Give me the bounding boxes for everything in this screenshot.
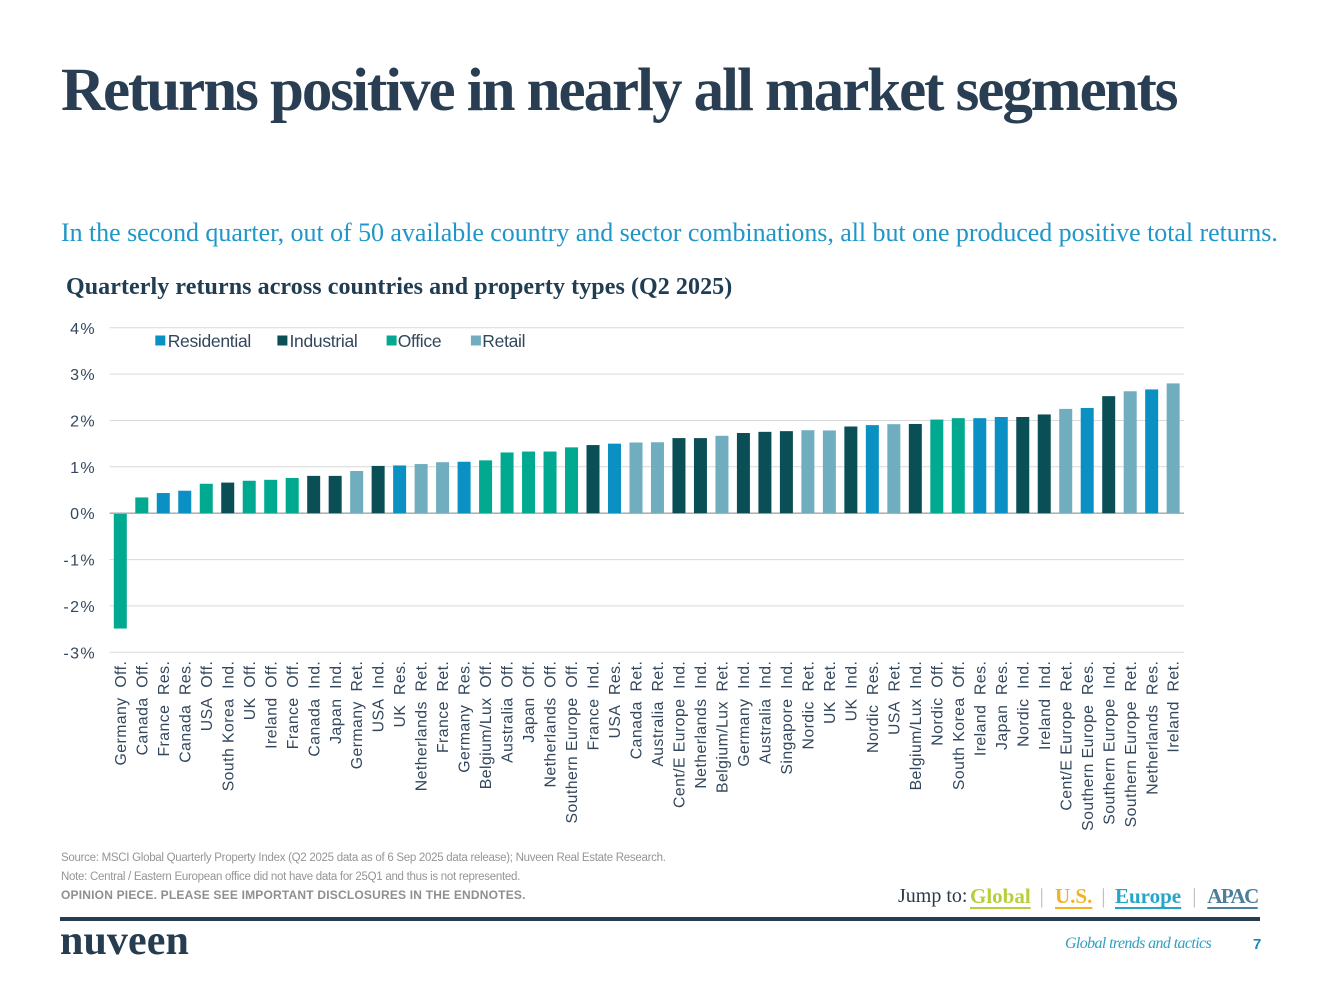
svg-text:Netherlands Ret.: Netherlands Ret. (414, 661, 431, 792)
svg-text:Germany Ind.: Germany Ind. (736, 661, 753, 767)
svg-text:France Ind.: France Ind. (586, 661, 603, 751)
svg-text:Retail: Retail (482, 331, 525, 351)
svg-text:Belgium/Lux Ret.: Belgium/Lux Ret. (715, 661, 732, 793)
svg-text:Germany Ret.: Germany Ret. (349, 661, 366, 770)
svg-text:Canada Ind.: Canada Ind. (306, 661, 323, 757)
svg-text:Japan Off.: Japan Off. (521, 661, 538, 743)
svg-text:Singapore Ind.: Singapore Ind. (779, 661, 796, 775)
svg-text:Southern Europe Res.: Southern Europe Res. (1080, 661, 1097, 831)
svg-text:Netherlands Ind.: Netherlands Ind. (693, 661, 710, 789)
svg-text:UK Off.: UK Off. (242, 661, 259, 721)
svg-text:Australia Ind.: Australia Ind. (758, 661, 775, 764)
svg-text:Germany Res.: Germany Res. (457, 661, 474, 773)
svg-text:Nordic Ret.: Nordic Ret. (800, 661, 817, 750)
svg-text:2%: 2% (70, 414, 96, 431)
svg-text:-3%: -3% (63, 645, 96, 662)
svg-text:Nordic Off.: Nordic Off. (929, 661, 946, 746)
svg-text:Australia Off.: Australia Off. (500, 661, 517, 763)
svg-text:UK Ind.: UK Ind. (843, 661, 860, 722)
svg-text:South Korea Ind.: South Korea Ind. (220, 661, 237, 792)
svg-text:Southern Europe Off.: Southern Europe Off. (564, 661, 581, 824)
svg-text:UK Ret.: UK Ret. (822, 661, 839, 724)
svg-text:Netherlands Off.: Netherlands Off. (543, 661, 560, 788)
svg-text:Canada Off.: Canada Off. (134, 661, 151, 756)
svg-text:Ireland Ret.: Ireland Ret. (1166, 661, 1183, 753)
svg-text:3%: 3% (70, 367, 96, 384)
svg-text:-1%: -1% (63, 553, 96, 570)
svg-text:Nordic Ind.: Nordic Ind. (1015, 661, 1032, 747)
svg-text:Southern Europe Ind.: Southern Europe Ind. (1101, 661, 1118, 825)
svg-text:4%: 4% (70, 321, 96, 338)
svg-text:Nordic Res.: Nordic Res. (865, 661, 882, 753)
svg-text:Japan Ind.: Japan Ind. (328, 661, 345, 744)
svg-text:USA Ret.: USA Ret. (886, 661, 903, 735)
svg-text:Cent/E Europe Ret.: Cent/E Europe Ret. (1058, 661, 1075, 811)
svg-text:Ireland Ind.: Ireland Ind. (1037, 661, 1054, 750)
svg-text:Belgium/Lux Off.: Belgium/Lux Off. (478, 661, 495, 790)
svg-text:Office: Office (398, 331, 442, 351)
svg-text:Japan Res.: Japan Res. (994, 661, 1011, 750)
svg-text:0%: 0% (70, 506, 96, 523)
svg-text:Belgium/Lux Ind.: Belgium/Lux Ind. (908, 661, 925, 791)
svg-text:Ireland Res.: Ireland Res. (972, 661, 989, 756)
svg-text:USA Res.: USA Res. (607, 661, 624, 739)
svg-text:Netherlands Res.: Netherlands Res. (1144, 661, 1161, 795)
svg-text:Ireland Off.: Ireland Off. (263, 661, 280, 749)
svg-text:France Off.: France Off. (285, 661, 302, 750)
svg-text:-2%: -2% (63, 599, 96, 616)
svg-text:USA Off.: USA Off. (199, 661, 216, 731)
svg-text:France Ret.: France Ret. (435, 661, 452, 753)
svg-text:South Korea Off.: South Korea Off. (951, 661, 968, 790)
svg-text:1%: 1% (70, 460, 96, 477)
svg-text:Germany Off.: Germany Off. (113, 661, 130, 766)
svg-text:Australia Ret.: Australia Ret. (650, 661, 667, 767)
svg-text:Cent/E Europe Ind.: Cent/E Europe Ind. (672, 661, 689, 808)
svg-text:Canada Ret.: Canada Ret. (629, 661, 646, 759)
svg-text:Industrial: Industrial (290, 331, 358, 351)
svg-text:USA Ind.: USA Ind. (371, 661, 388, 733)
svg-text:Southern Europe Ret.: Southern Europe Ret. (1123, 661, 1140, 828)
svg-text:Residential: Residential (168, 331, 251, 351)
svg-text:Canada Res.: Canada Res. (177, 661, 194, 763)
svg-text:UK Res.: UK Res. (392, 661, 409, 728)
svg-text:France Res.: France Res. (156, 661, 173, 757)
